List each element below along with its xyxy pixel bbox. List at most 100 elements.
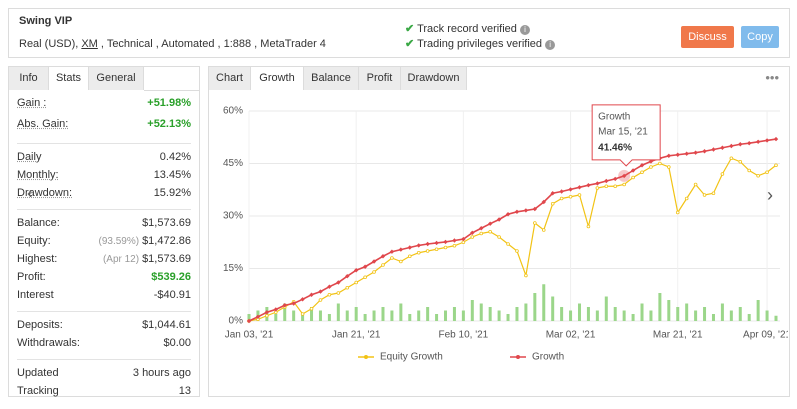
point xyxy=(327,284,332,289)
point xyxy=(416,243,421,248)
point xyxy=(702,149,707,154)
point xyxy=(497,235,501,239)
point xyxy=(354,280,358,285)
bar xyxy=(542,284,546,321)
tab[interactable]: Info xyxy=(9,67,49,90)
subtitle-part: Real (USD), xyxy=(19,38,82,50)
point xyxy=(568,194,573,199)
stat-number: 15.92% xyxy=(153,187,191,199)
stat-row: Profit: $539.26 xyxy=(17,271,191,287)
separator xyxy=(17,311,191,312)
point xyxy=(524,273,528,278)
point xyxy=(693,182,698,187)
point xyxy=(479,226,484,231)
legend-label: Growth xyxy=(532,352,564,363)
point xyxy=(577,185,582,190)
tooltip-box xyxy=(591,104,661,167)
stat-value: $1,044.61 xyxy=(142,319,191,331)
bar xyxy=(729,310,733,321)
point xyxy=(595,186,600,190)
bar xyxy=(292,310,296,321)
point xyxy=(621,173,627,179)
point xyxy=(282,303,287,308)
point xyxy=(747,168,752,173)
point xyxy=(488,229,492,234)
tab[interactable]: Chart xyxy=(209,67,251,90)
point xyxy=(336,291,341,295)
stat-label: Drawdown: xyxy=(17,187,73,199)
header: Swing VIP Real (USD), XM , Technical , A… xyxy=(8,8,790,58)
next-arrow[interactable]: › xyxy=(767,185,773,205)
point xyxy=(667,165,671,169)
point xyxy=(774,163,778,168)
point xyxy=(487,221,493,226)
stat-row: Withdrawals: $0.00 xyxy=(17,337,191,353)
bar xyxy=(595,310,599,321)
point xyxy=(586,183,591,188)
point xyxy=(613,176,618,182)
x-tick-label: Feb 10, '21 xyxy=(439,330,489,341)
tab[interactable]: General xyxy=(89,67,144,90)
stat-label: Highest: xyxy=(17,253,58,265)
separator xyxy=(17,143,191,144)
point xyxy=(755,139,761,144)
prev-arrow[interactable]: ‹ xyxy=(27,185,33,202)
point xyxy=(756,173,760,178)
point xyxy=(407,254,412,259)
point xyxy=(318,289,323,294)
stat-label: Abs. Gain: xyxy=(17,118,69,130)
point xyxy=(541,228,546,232)
stat-row: Balance: $1,573.69 xyxy=(17,217,191,233)
bar xyxy=(488,307,492,321)
point xyxy=(452,238,457,243)
stat-value: +52.13% xyxy=(147,118,191,130)
bar xyxy=(569,310,573,321)
stat-number: -$40.91 xyxy=(153,289,191,301)
stat-value: 3 hours ago xyxy=(133,367,191,379)
menu-dots[interactable]: ••• xyxy=(765,70,779,85)
tab[interactable]: Stats xyxy=(49,67,89,90)
point xyxy=(773,136,779,142)
chart: 0% 15% 30% 45% 60% Jan 03, '21 Jan 21, '21 Feb … xyxy=(223,104,788,363)
stat-number: $1,573.69 xyxy=(142,253,191,265)
point xyxy=(613,184,618,189)
copy-button[interactable]: Copy xyxy=(741,26,779,48)
bar xyxy=(533,293,537,321)
point xyxy=(443,245,448,250)
point xyxy=(398,247,404,252)
point xyxy=(425,241,430,247)
point xyxy=(550,201,555,206)
tab[interactable]: Growth xyxy=(251,67,304,90)
tab[interactable]: Profit xyxy=(359,67,401,90)
stat-number: $1,573.69 xyxy=(142,217,191,229)
point xyxy=(336,280,341,285)
stat-label: Profit: xyxy=(17,271,46,283)
point xyxy=(622,182,626,187)
bar xyxy=(613,307,617,321)
point xyxy=(380,254,386,259)
point xyxy=(246,318,252,324)
tab[interactable]: Drawdown xyxy=(401,67,467,90)
tooltip-title: Growth xyxy=(598,112,630,123)
point xyxy=(693,150,698,155)
bar xyxy=(390,310,394,321)
x-tick-label: Jan 21, '21 xyxy=(332,330,381,341)
bar xyxy=(452,307,456,321)
discuss-button[interactable]: Discuss xyxy=(681,26,734,48)
point xyxy=(631,175,635,180)
tooltip-date: Mar 15, '21 xyxy=(598,127,648,138)
stat-value: $1,573.69 xyxy=(142,217,191,229)
point xyxy=(604,184,609,189)
stat-number: $1,044.61 xyxy=(142,319,191,331)
stats-panel: Info Stats General Gain : +51.98% Abs. Gain: +… xyxy=(8,66,200,397)
tab[interactable]: Balance xyxy=(304,67,359,90)
legend-label: Equity Growth xyxy=(380,352,443,363)
bar xyxy=(622,310,626,321)
bar xyxy=(435,314,439,321)
point xyxy=(523,208,529,213)
broker-link[interactable]: XM xyxy=(81,38,98,50)
point xyxy=(684,151,689,156)
bar xyxy=(470,300,474,321)
bar xyxy=(703,307,707,321)
bar xyxy=(667,300,671,321)
